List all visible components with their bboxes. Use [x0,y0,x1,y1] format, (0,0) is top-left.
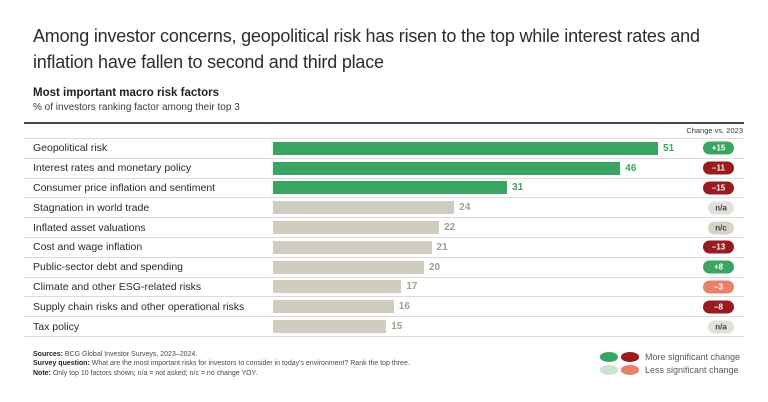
light-green-swatch-icon [600,365,618,375]
bar-track: 24 [273,201,744,215]
bar-track: 15 [273,320,744,334]
bar [273,141,659,155]
risk-factor-label: Climate and other ESG-related risks [33,280,202,293]
bar-track: 21 [273,240,744,254]
bar [273,320,387,334]
bar-track: 17 [273,280,744,294]
bar [273,161,621,175]
footnotes: Sources: BCG Global Investor Surveys, 20… [33,350,410,378]
green-swatch-icon [600,352,618,362]
bar-value: 24 [459,202,471,214]
table-row: Interest rates and monetary policy 46 –1… [24,157,744,178]
legend-label: More significant change [645,352,741,362]
bar-track: 20 [273,260,744,274]
table-row: Cost and wage inflation 21 –13 [24,236,744,257]
slide-title: Among investor concerns, geopolitical ri… [33,26,700,72]
bar-track: 31 [273,181,744,195]
chart-subtitle: % of investors ranking factor among thei… [33,102,240,113]
table-row: Climate and other ESG-related risks 17 –… [24,276,744,297]
change-badge: –13 [703,240,734,254]
legend-item: Less significant change [600,365,740,375]
chart-rows: Geopolitical risk 51 +15 Interest rates … [24,138,744,337]
change-badge: –8 [703,300,734,314]
risk-factor-label: Tax policy [33,320,80,333]
bar-chart: Change vs. 2023 Geopolitical risk 51 +15… [24,122,744,337]
footnote-sources: Sources: BCG Global Investor Surveys, 20… [33,351,198,358]
legend-item: More significant change [600,352,740,362]
bar-track: 16 [273,300,744,314]
legend-label: Less significant change [645,365,739,375]
bar [273,221,440,235]
table-row: Tax policy 15 n/a [24,316,744,336]
change-badge: +8 [703,260,734,274]
table-row: Consumer price inflation and sentiment 3… [24,177,744,198]
bar-value: 46 [625,162,637,174]
risk-factor-label: Cost and wage inflation [33,241,143,254]
change-badge: n/a [708,320,734,334]
risk-factor-label: Interest rates and monetary policy [33,162,192,175]
bar-value: 21 [436,241,448,253]
change-badge: –3 [703,280,734,294]
table-row: Inflated asset valuations 22 n/c [24,217,744,237]
risk-factor-label: Supply chain risks and other operational… [33,300,245,313]
bar-value: 31 [512,182,524,194]
bar [273,260,424,274]
bar [273,181,508,195]
bar [273,280,402,294]
table-row: Stagnation in world trade 24 n/a [24,197,744,217]
change-badge: –15 [703,181,734,195]
legend: More significant change Less significant … [600,352,740,378]
bar [273,240,432,254]
footnote-note: Note: Only top 10 factors shown; n/a = n… [33,369,258,377]
bar-value: 22 [444,222,456,234]
bar-value: 15 [391,321,403,333]
risk-factor-label: Geopolitical risk [33,142,108,155]
bar-track: 46 [273,161,744,175]
bar-value: 16 [398,301,410,313]
top-rule [24,122,744,124]
bar [273,300,394,314]
salmon-swatch-icon [621,365,639,375]
risk-factor-label: Inflated asset valuations [33,221,146,234]
change-column-header: Change vs. 2023 [686,126,743,135]
change-badge: +15 [703,141,734,155]
table-row: Public-sector debt and spending 20 +8 [24,256,744,277]
table-row: Geopolitical risk 51 +15 [24,138,744,158]
bar-value: 17 [406,281,418,293]
table-row: Supply chain risks and other operational… [24,296,744,316]
bar [273,201,455,215]
bar-value: 51 [663,142,675,154]
bar-track: 22 [273,221,744,235]
bar-value: 20 [429,261,441,273]
chart-title: Most important macro risk factors [33,87,219,99]
bar-track: 51 [273,141,744,155]
footnote-survey-question: Survey question: What are the most impor… [33,360,410,368]
dark-red-swatch-icon [621,352,639,362]
risk-factor-label: Stagnation in world trade [33,201,150,214]
change-badge: n/c [708,221,734,235]
risk-factor-label: Public-sector debt and spending [33,261,184,274]
risk-factor-label: Consumer price inflation and sentiment [33,181,216,194]
change-badge: n/a [708,201,734,215]
change-badge: –11 [703,161,734,175]
